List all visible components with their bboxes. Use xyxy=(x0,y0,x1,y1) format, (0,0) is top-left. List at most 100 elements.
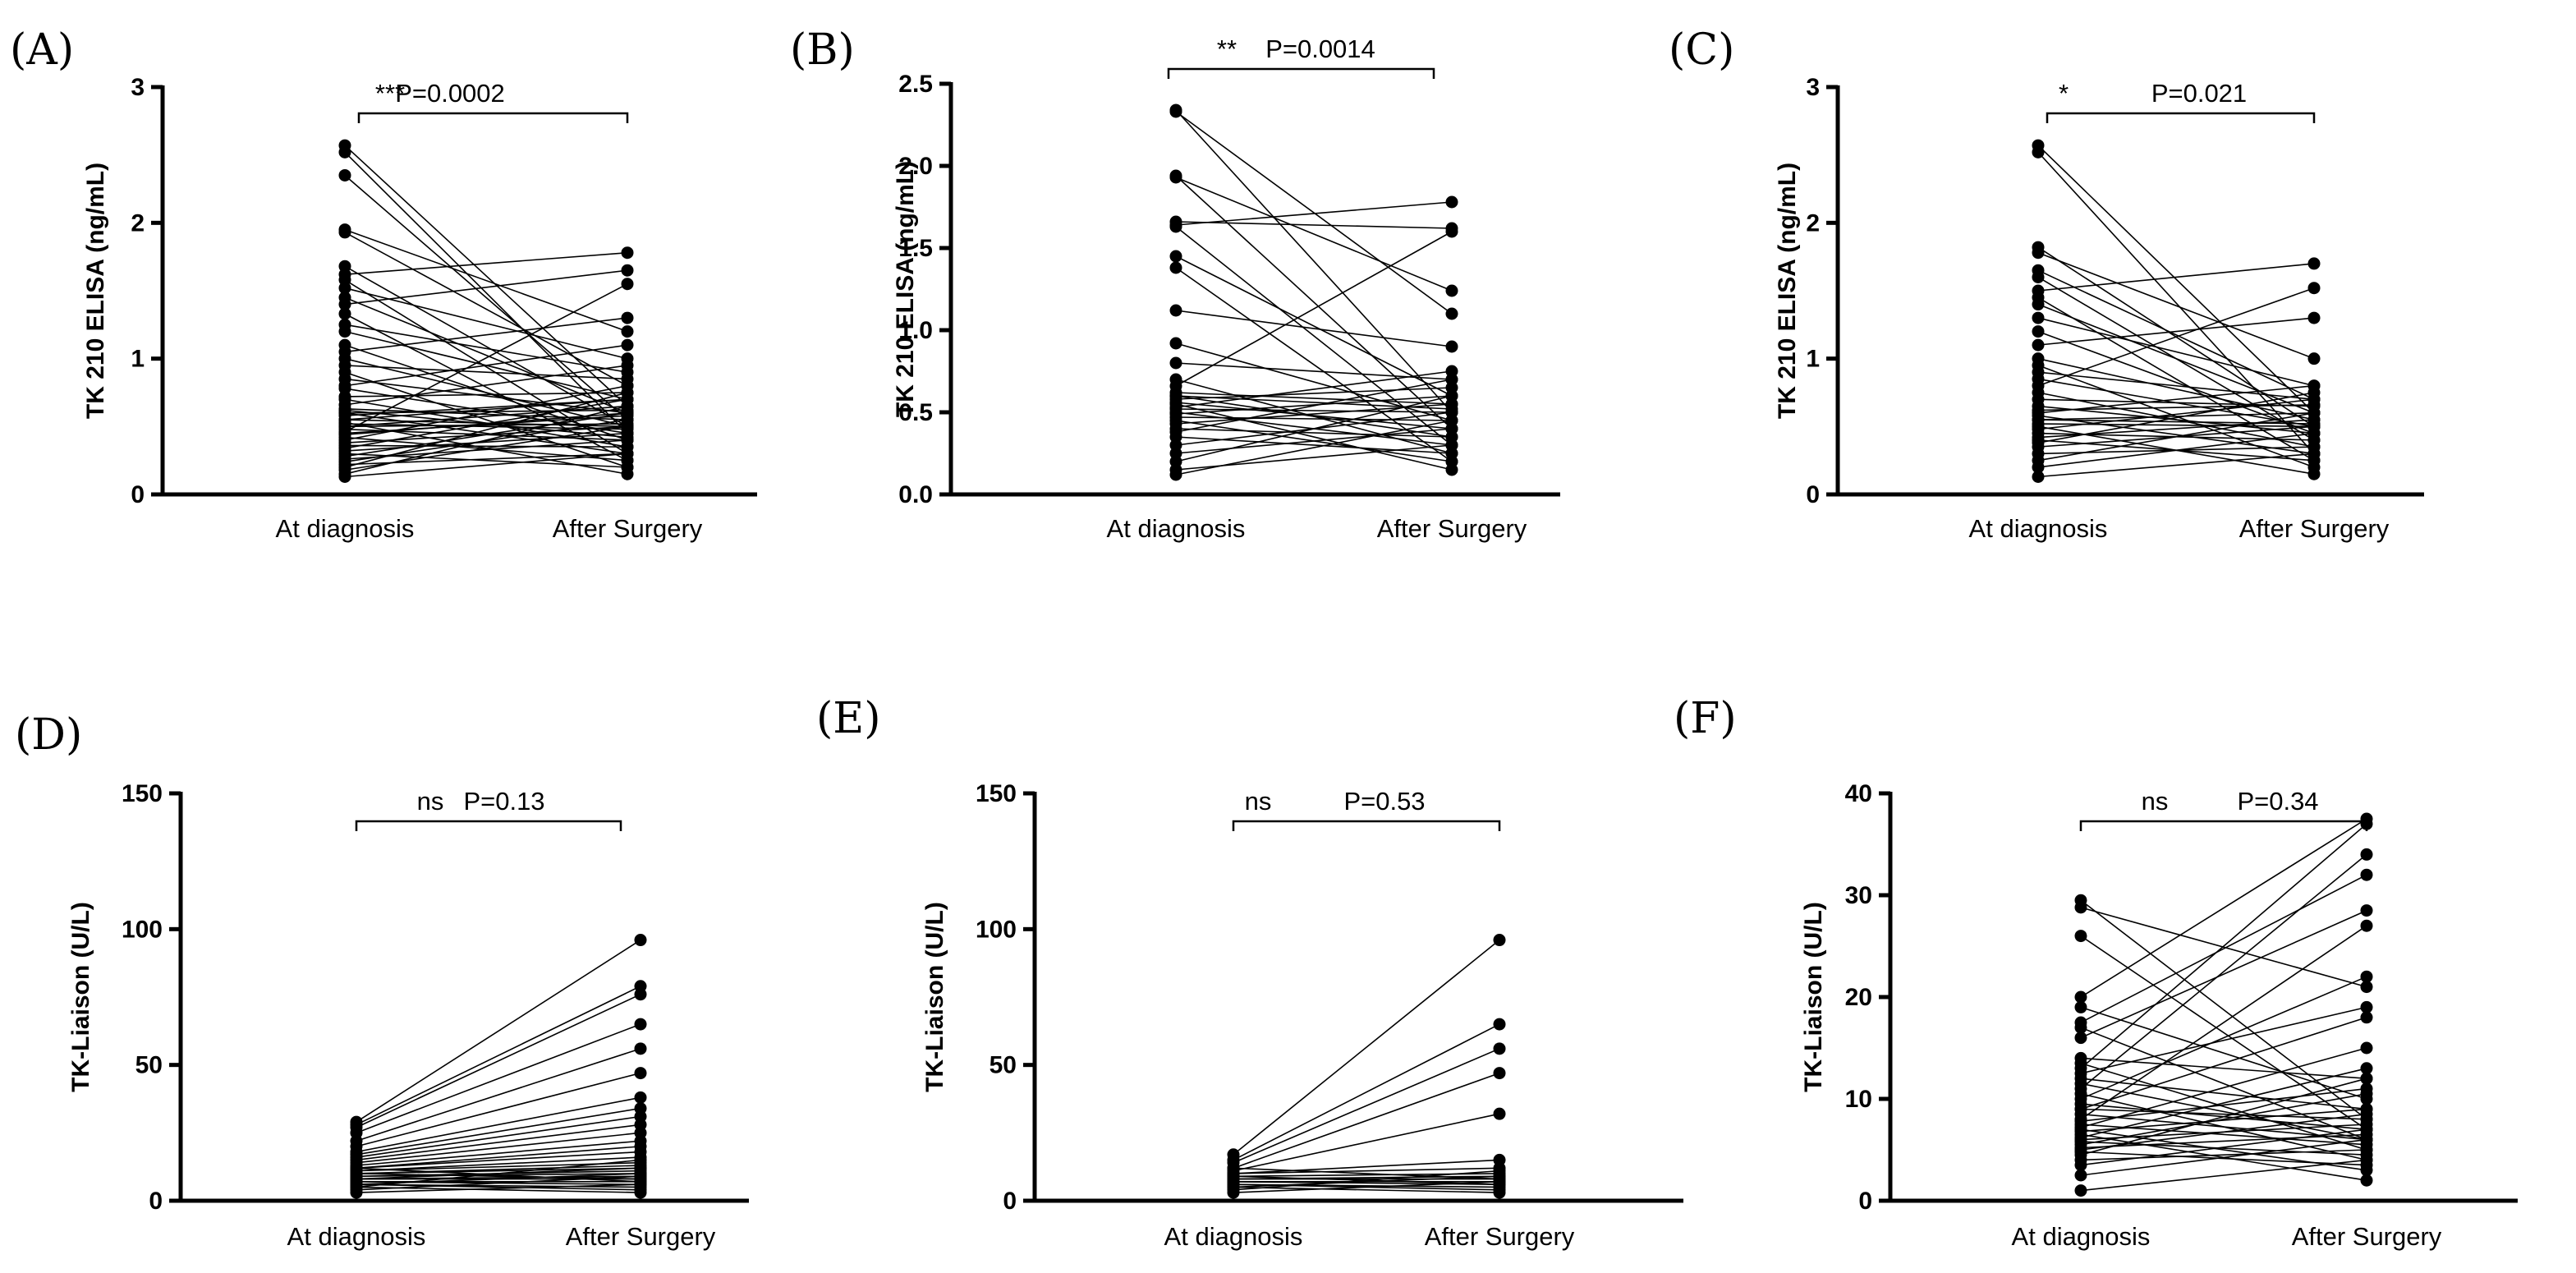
pair-line xyxy=(1233,1113,1500,1172)
pair-line xyxy=(2080,1138,2367,1176)
pair-line xyxy=(344,412,628,457)
data-point-after-surgery xyxy=(2360,1011,2373,1024)
y-tick-label: 0 xyxy=(1806,481,1820,508)
data-point-after-surgery xyxy=(621,264,634,277)
data-point-at-diagnosis xyxy=(2032,145,2045,159)
pair-line xyxy=(344,384,628,441)
pair-line xyxy=(344,444,628,448)
panel-e: (E) 0 50 100 150 TK-Liaison (U/L) At diagnosis… xyxy=(816,694,1683,1251)
data-point-at-diagnosis xyxy=(1169,468,1182,481)
pair-line xyxy=(356,1183,641,1193)
data-points xyxy=(1169,103,1458,481)
data-point-at-diagnosis xyxy=(2074,1102,2087,1115)
pair-line xyxy=(344,436,628,462)
pair-line xyxy=(2037,330,2315,434)
panel-label: (D) xyxy=(15,710,82,760)
pair-line xyxy=(1233,1167,1500,1180)
pair-line xyxy=(1175,403,1453,471)
pair-line xyxy=(356,986,641,1126)
pair-line xyxy=(344,439,628,460)
pair-line xyxy=(356,1146,641,1170)
y-tick-label: 20 xyxy=(1845,984,1872,1011)
data-point-after-surgery xyxy=(634,1175,647,1188)
significance-marker: ns xyxy=(1245,787,1272,816)
pair-lines xyxy=(356,939,641,1193)
y-tick-label: 0.0 xyxy=(898,481,933,508)
pair-line xyxy=(356,1132,641,1164)
data-point-after-surgery xyxy=(2360,1062,2373,1075)
pair-line xyxy=(2037,398,2315,407)
data-point-at-diagnosis xyxy=(1169,304,1182,317)
data-point-after-surgery xyxy=(1445,284,1458,297)
data-point-after-surgery xyxy=(621,359,634,372)
data-point-at-diagnosis xyxy=(338,471,351,484)
data-points xyxy=(2032,139,2321,484)
pair-lines xyxy=(2037,145,2315,478)
y-tick-label: 1.5 xyxy=(898,235,933,262)
pair-line xyxy=(2080,1108,2367,1133)
pair-line xyxy=(2080,1047,2367,1128)
y-tick-label: 1 xyxy=(131,346,145,373)
data-point-at-diagnosis xyxy=(2032,461,2045,474)
p-value-label: P=0.34 xyxy=(2237,787,2318,816)
pair-line xyxy=(356,1183,641,1191)
data-point-at-diagnosis xyxy=(338,325,351,338)
pair-line xyxy=(2037,392,2315,443)
pair-line xyxy=(2037,384,2315,414)
data-point-after-surgery xyxy=(2360,1041,2373,1055)
data-point-at-diagnosis xyxy=(2032,246,2045,260)
pair-line xyxy=(2080,925,2367,1120)
pair-line xyxy=(344,405,628,428)
panel-c: (C) 0 1 2 3 TK 210 ELISA (ng/mL) At diagnosis A… xyxy=(1669,25,2424,543)
pair-line xyxy=(2080,1057,2367,1079)
pair-line xyxy=(356,1167,641,1180)
pair-line xyxy=(1175,310,1453,347)
y-tick-label: 2.0 xyxy=(898,153,933,180)
pair-line xyxy=(344,324,628,373)
data-point-after-surgery xyxy=(1445,373,1458,386)
y-tick-label: 1 xyxy=(1806,346,1820,373)
data-point-after-surgery xyxy=(2307,417,2321,430)
data-point-after-surgery xyxy=(621,393,634,406)
pair-line xyxy=(344,283,628,433)
data-point-after-surgery xyxy=(2360,1133,2373,1147)
data-point-at-diagnosis xyxy=(2074,1184,2087,1197)
data-point-after-surgery xyxy=(2360,919,2373,932)
data-points xyxy=(338,139,634,484)
pair-line xyxy=(2080,1082,2367,1141)
data-point-after-surgery xyxy=(1445,402,1458,416)
data-point-at-diagnosis xyxy=(350,1161,363,1174)
pair-line xyxy=(2037,317,2315,387)
y-tick-label: 3 xyxy=(131,74,145,101)
panel-label: (B) xyxy=(790,25,855,75)
pair-line xyxy=(344,365,628,406)
data-point-at-diagnosis xyxy=(1169,220,1182,233)
pair-line xyxy=(356,1107,641,1156)
pair-line xyxy=(1175,175,1453,430)
y-tick-label: 3 xyxy=(1806,74,1820,101)
pair-line xyxy=(2080,899,2367,1120)
data-point-at-diagnosis xyxy=(2074,930,2087,943)
pair-line xyxy=(344,269,628,306)
pair-line xyxy=(356,1167,641,1174)
pair-line xyxy=(2080,1093,2367,1146)
data-point-after-surgery xyxy=(2360,970,2373,983)
data-point-at-diagnosis xyxy=(2074,990,2087,1004)
pair-line xyxy=(2037,398,2315,430)
data-point-after-surgery xyxy=(2307,311,2321,324)
pair-line xyxy=(2080,1078,2367,1110)
pair-line xyxy=(2037,412,2315,462)
data-point-after-surgery xyxy=(1445,225,1458,238)
data-point-after-surgery xyxy=(621,325,634,338)
pair-line xyxy=(356,1173,641,1185)
pair-line xyxy=(1175,392,1453,405)
significance-bracket xyxy=(2046,112,2316,123)
pair-line xyxy=(2080,909,2367,1039)
pair-line xyxy=(1233,1072,1500,1170)
panel-a: (A) 0 1 2 3 TK 210 ELISA (ng/mL) At diagnosis A… xyxy=(10,25,757,543)
data-point-at-diagnosis xyxy=(2074,1169,2087,1182)
data-point-at-diagnosis xyxy=(2032,403,2045,416)
data-point-after-surgery xyxy=(1445,307,1458,320)
significance-marker: *** xyxy=(375,79,405,108)
p-value-label: P=0.53 xyxy=(1343,787,1425,816)
